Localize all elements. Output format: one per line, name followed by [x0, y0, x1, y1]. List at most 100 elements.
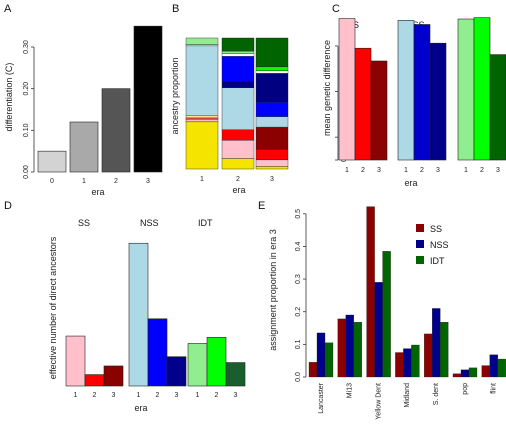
- b-stack-segment: [255, 73, 289, 103]
- d-group-label: SS: [78, 218, 90, 228]
- b-stack-segment: [185, 115, 219, 119]
- e-bar: [395, 352, 404, 378]
- b-stack-segment: [185, 121, 219, 170]
- c-x-axis-label: era: [404, 178, 417, 188]
- d-x-axis-label: era: [134, 403, 147, 413]
- b-stack-segment: [255, 166, 289, 170]
- e-y-axis-label: assignment proportion in era 3: [268, 229, 278, 351]
- e-y-tick-label: 0.2: [295, 307, 302, 317]
- b-stack-segment: [221, 158, 255, 170]
- e-x-tick-label: Midland: [404, 383, 411, 408]
- d-bar: [206, 336, 227, 387]
- c-x-tick-label: 2: [361, 167, 365, 174]
- e-bar: [353, 322, 362, 378]
- b-stack-segment: [255, 66, 289, 71]
- e-bar: [324, 342, 334, 378]
- e-bar: [316, 332, 326, 378]
- d-x-tick-label: 2: [93, 392, 97, 399]
- e-legend-label: SS: [430, 224, 442, 234]
- b-x-tick-label: 2: [236, 176, 240, 183]
- d-x-tick-label: 1: [196, 392, 200, 399]
- c-bar: [457, 18, 475, 161]
- panel-label-a: A: [4, 3, 12, 15]
- e-x-tick-label: S. dent: [433, 383, 440, 405]
- e-bar: [481, 365, 490, 378]
- e-bar: [452, 373, 462, 378]
- e-legend-label: IDT: [430, 256, 445, 266]
- d-bar: [65, 335, 86, 387]
- b-stack-segment: [255, 116, 289, 128]
- d-bar: [128, 242, 149, 387]
- d-x-tick-label: 3: [234, 392, 238, 399]
- a-y-tick-label: 0.00: [23, 165, 30, 179]
- e-bar: [432, 308, 441, 378]
- e-bar: [440, 322, 449, 378]
- e-y-tick-label: 0.5: [295, 209, 302, 219]
- e-y-tick-label: 0.0: [295, 372, 302, 382]
- b-x-tick-label: 3: [270, 176, 274, 183]
- b-x-axis-label: era: [232, 185, 245, 195]
- a-bar: [37, 150, 67, 173]
- e-legend-swatch: [416, 224, 424, 232]
- d-y-axis-label: effective number of direct ancestors: [48, 236, 58, 379]
- a-y-tick-label: 0.30: [23, 40, 30, 54]
- b-stack-segment: [255, 37, 289, 68]
- a-x-tick-label: 3: [146, 178, 150, 185]
- b-stack-segment: [185, 119, 219, 123]
- b-stack-segment: [221, 37, 255, 52]
- e-bar: [366, 206, 375, 378]
- panel-label-d: D: [4, 200, 12, 212]
- e-bar: [345, 314, 354, 378]
- c-bar: [370, 60, 388, 161]
- a-x-axis-label: era: [91, 187, 104, 197]
- a-y-tick-label: 0.10: [23, 123, 30, 137]
- e-bar: [411, 344, 420, 378]
- a-bar: [101, 88, 131, 173]
- d-x-tick-label: 3: [175, 392, 179, 399]
- d-x-tick-label: 2: [215, 392, 219, 399]
- panel-label-c: C: [332, 3, 340, 15]
- e-bar: [497, 358, 506, 378]
- c-bar: [473, 17, 491, 161]
- e-bar: [460, 369, 470, 378]
- panel-label-b: B: [172, 3, 179, 15]
- e-x-tick-label: flint: [491, 383, 498, 394]
- e-bar: [424, 333, 433, 378]
- c-x-tick-label: 2: [420, 167, 424, 174]
- e-bar: [308, 362, 318, 378]
- e-bar: [337, 318, 346, 378]
- e-y-tick-label: 0.1: [295, 339, 302, 349]
- c-x-tick-label: 1: [464, 167, 468, 174]
- e-x-tick-label: pop: [462, 383, 469, 395]
- e-x-tick-label: Lancaster: [318, 382, 325, 413]
- b-stack-segment: [255, 159, 289, 167]
- a-x-tick-label: 0: [50, 178, 54, 185]
- c-bar: [489, 54, 506, 161]
- e-bar: [468, 367, 478, 378]
- e-y-tick-label: 0.3: [295, 274, 302, 284]
- b-stack-segment: [255, 101, 289, 117]
- c-x-tick-label: 1: [345, 167, 349, 174]
- d-bar: [84, 374, 105, 387]
- d-x-tick-label: 1: [137, 392, 141, 399]
- b-y-axis-label: ancestry proportion: [170, 57, 180, 134]
- c-bar: [397, 20, 415, 161]
- d-x-tick-label: 1: [74, 392, 78, 399]
- d-bar: [166, 356, 187, 387]
- a-bar: [133, 25, 163, 173]
- a-y-tick-label: 0.20: [23, 82, 30, 96]
- c-x-tick-label: 3: [377, 167, 381, 174]
- e-bar: [382, 251, 391, 378]
- d-bar: [147, 318, 168, 387]
- b-stack-segment: [185, 45, 219, 116]
- c-bar: [413, 24, 431, 161]
- b-stack-segment: [221, 50, 255, 54]
- b-stack-segment: [221, 81, 255, 88]
- e-bar: [374, 282, 383, 378]
- c-bar: [338, 18, 356, 161]
- a-y-axis-label: differentiation (C): [4, 63, 14, 132]
- d-bar: [187, 343, 208, 387]
- c-x-tick-label: 2: [480, 167, 484, 174]
- b-stack-segment: [255, 126, 289, 150]
